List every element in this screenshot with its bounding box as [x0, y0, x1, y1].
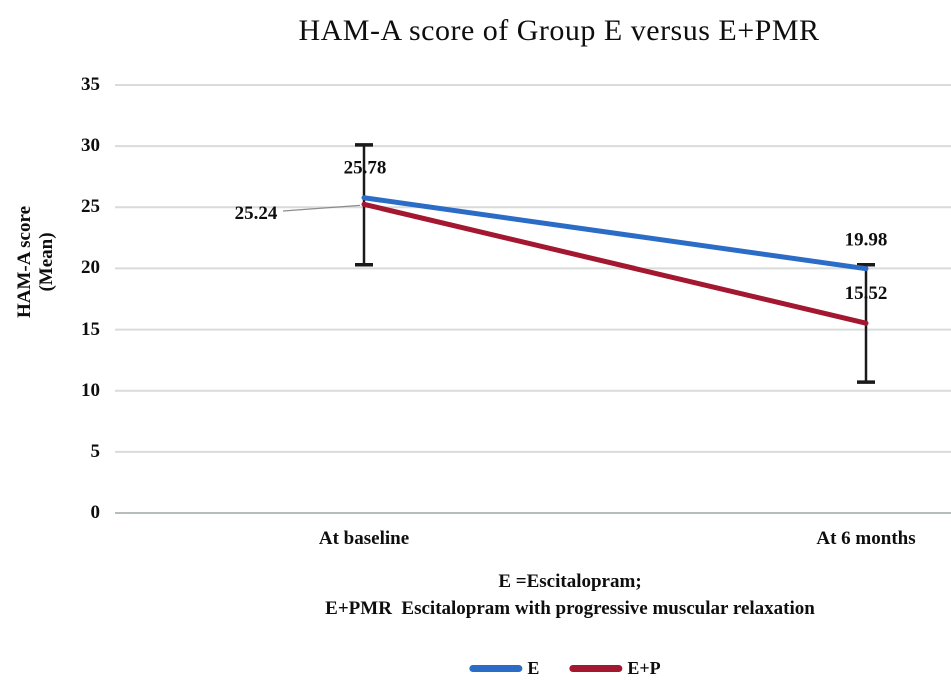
caption-line-1: E =Escitalopram;	[498, 571, 642, 592]
legend-label-ep: E+P	[627, 658, 661, 678]
y-tick-label-20: 20	[81, 257, 100, 279]
series-line-E	[361, 195, 869, 272]
y-tick-label-35: 35	[81, 74, 100, 95]
y-tick-label-10: 10	[81, 379, 100, 401]
x-category-label-6-months: At 6 months	[816, 528, 916, 549]
y-tick-label-30: 30	[81, 135, 100, 157]
series-line-E+P	[361, 201, 869, 326]
caption-line-2: E+PMR Escitalopram with progressive musc…	[325, 598, 815, 619]
y-tick-label-5: 5	[90, 440, 101, 462]
x-category-label-baseline: At baseline	[318, 528, 410, 549]
y-tick-label-0: 0	[90, 502, 101, 523]
legend-item-e: E	[469, 659, 539, 677]
data-label-ep-baseline: 25.24	[235, 203, 278, 224]
chart-legend: E E+P	[469, 658, 661, 678]
y-tick-label-15: 15	[81, 318, 100, 340]
data-label-ep-6months: 15.52	[845, 283, 888, 304]
legend-item-ep: E+P	[569, 658, 661, 678]
legend-label-e: E	[527, 658, 540, 678]
data-label-e-6months: 19.98	[845, 230, 888, 251]
legend-swatch-e	[469, 664, 523, 672]
data-label-e-baseline: 25.78	[344, 158, 387, 179]
data-label-leader-line	[282, 204, 361, 212]
y-tick-label-25: 25	[81, 196, 100, 218]
legend-swatch-ep	[569, 664, 623, 672]
chart-title: HAM-A score of Group E versus E+PMR	[298, 14, 820, 47]
